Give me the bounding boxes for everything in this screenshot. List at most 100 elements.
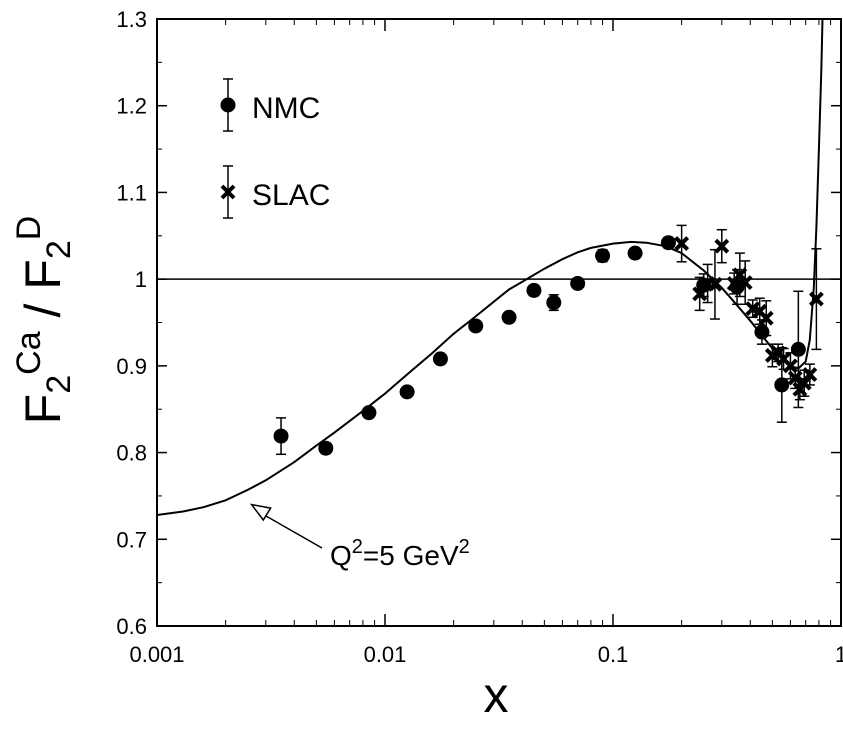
nmc-marker bbox=[361, 405, 377, 421]
y-axis-title: F2Ca / F2D bbox=[10, 216, 78, 425]
curve-annotation: Q2=5 GeV2 bbox=[249, 503, 470, 571]
x-tick-label: 0.1 bbox=[598, 642, 629, 667]
series-nmc bbox=[273, 235, 806, 456]
x-marker-stroke bbox=[674, 236, 690, 252]
x-tick-label: 1 bbox=[835, 642, 843, 667]
nmc-data-point bbox=[273, 417, 289, 456]
slac-marker bbox=[758, 310, 774, 326]
legend-slac-cross bbox=[220, 184, 236, 200]
x-tick-label: 0.001 bbox=[129, 642, 184, 667]
nmc-data-point bbox=[627, 245, 643, 261]
x-marker-stroke bbox=[752, 303, 768, 319]
nmc-marker bbox=[501, 309, 517, 325]
y-tick-label: 1.2 bbox=[116, 94, 147, 119]
slac-marker bbox=[737, 275, 753, 291]
legend-slac-marker bbox=[220, 165, 236, 219]
y-tick-label: 1.1 bbox=[116, 180, 147, 205]
x-marker-stroke bbox=[802, 367, 818, 382]
slac-data-point bbox=[714, 228, 730, 264]
tick-labels: 0.001 0.01 0.1 1 0.6 0.7 0.8 0.9 1 1.1 1.2 1.3 bbox=[116, 7, 843, 667]
x-marker-stroke bbox=[783, 358, 798, 374]
legend-nmc-dot bbox=[220, 97, 236, 113]
x-marker-stroke bbox=[737, 275, 753, 291]
nmc-marker bbox=[526, 282, 542, 298]
slac-marker bbox=[783, 358, 798, 374]
x-marker-stroke bbox=[707, 276, 723, 292]
slac-marker bbox=[796, 375, 812, 391]
nmc-marker bbox=[468, 318, 484, 334]
slac-marker bbox=[674, 236, 690, 252]
nmc-data-point bbox=[468, 318, 484, 334]
y-title-sub1: 2 bbox=[40, 375, 78, 394]
slac-data-point bbox=[783, 352, 798, 380]
slac-data-point bbox=[796, 369, 812, 397]
y-tick-label: 1.3 bbox=[116, 7, 147, 32]
y-title-sup1: Ca bbox=[10, 331, 48, 375]
slac-marker bbox=[808, 291, 824, 307]
y-title-sub2: 2 bbox=[40, 240, 78, 259]
nmc-data-point bbox=[501, 309, 517, 325]
y-tick-label: 0.8 bbox=[116, 441, 147, 466]
x-marker-stroke bbox=[220, 184, 236, 200]
nmc-marker bbox=[627, 245, 643, 261]
legend: NMC SLAC bbox=[220, 78, 330, 219]
legend-slac-label: SLAC bbox=[252, 179, 330, 212]
x-marker-stroke bbox=[808, 291, 824, 307]
x-marker-stroke bbox=[732, 267, 748, 283]
nmc-marker bbox=[790, 341, 806, 357]
nmc-marker bbox=[754, 324, 770, 340]
slac-marker bbox=[802, 367, 818, 382]
y-title-slash: / bbox=[15, 290, 71, 332]
curve-label-mid: =5 GeV bbox=[363, 540, 459, 571]
slac-data-point bbox=[732, 252, 748, 298]
x-marker-stroke bbox=[745, 301, 761, 317]
slac-marker bbox=[714, 238, 730, 254]
series-slac bbox=[674, 224, 824, 401]
curve-label-sup2: 2 bbox=[459, 536, 470, 558]
nmc-marker bbox=[546, 295, 562, 311]
curve-label-sup1: 2 bbox=[352, 536, 363, 558]
legend-nmc-label: NMC bbox=[252, 92, 320, 125]
y-title-sup2: D bbox=[10, 216, 48, 241]
svg-text:F2Ca / F2D: F2Ca / F2D bbox=[10, 216, 78, 425]
nmc-marker bbox=[399, 384, 415, 400]
annotation-arrow-head bbox=[249, 503, 272, 522]
slac-marker bbox=[707, 276, 723, 292]
x-marker-stroke bbox=[796, 375, 812, 391]
x-marker-stroke bbox=[714, 238, 730, 254]
y-tick-label: 0.9 bbox=[116, 354, 147, 379]
nmc-marker bbox=[660, 235, 676, 251]
legend-nmc-marker bbox=[220, 78, 236, 132]
y-tick-label: 0.7 bbox=[116, 527, 147, 552]
nmc-marker bbox=[318, 440, 334, 456]
slac-data-point bbox=[707, 248, 723, 320]
nmc-data-point bbox=[432, 351, 448, 367]
nmc-data-point bbox=[526, 282, 542, 298]
y-tick-label: 1 bbox=[135, 267, 147, 292]
curve-label-q: Q bbox=[330, 540, 352, 571]
nmc-data-point bbox=[361, 405, 377, 421]
x-axis-title: x bbox=[484, 667, 509, 723]
slac-data-point bbox=[808, 248, 824, 351]
y-title-f2: F bbox=[15, 259, 71, 290]
nmc-marker bbox=[595, 248, 611, 264]
y-tick-label: 0.6 bbox=[116, 614, 147, 639]
nmc-marker bbox=[273, 428, 289, 444]
nmc-data-point bbox=[318, 440, 334, 456]
x-marker-stroke bbox=[758, 310, 774, 326]
nmc-data-point bbox=[399, 384, 415, 400]
nmc-data-point bbox=[546, 294, 562, 312]
annotation-arrow-shaft bbox=[263, 513, 323, 549]
y-title-f1: F bbox=[15, 394, 71, 425]
tick-marks bbox=[156, 18, 842, 627]
slac-data-point bbox=[737, 260, 753, 306]
slac-data-point bbox=[802, 363, 818, 386]
nmc-marker bbox=[432, 351, 448, 367]
x-marker-stroke bbox=[726, 276, 742, 291]
slac-data-point bbox=[674, 224, 690, 263]
curve-label: Q2=5 GeV2 bbox=[330, 536, 470, 571]
x-marker-stroke bbox=[787, 370, 803, 386]
slac-data-point bbox=[758, 300, 774, 337]
x-marker-stroke bbox=[776, 351, 792, 367]
nmc-data-point bbox=[570, 275, 586, 291]
